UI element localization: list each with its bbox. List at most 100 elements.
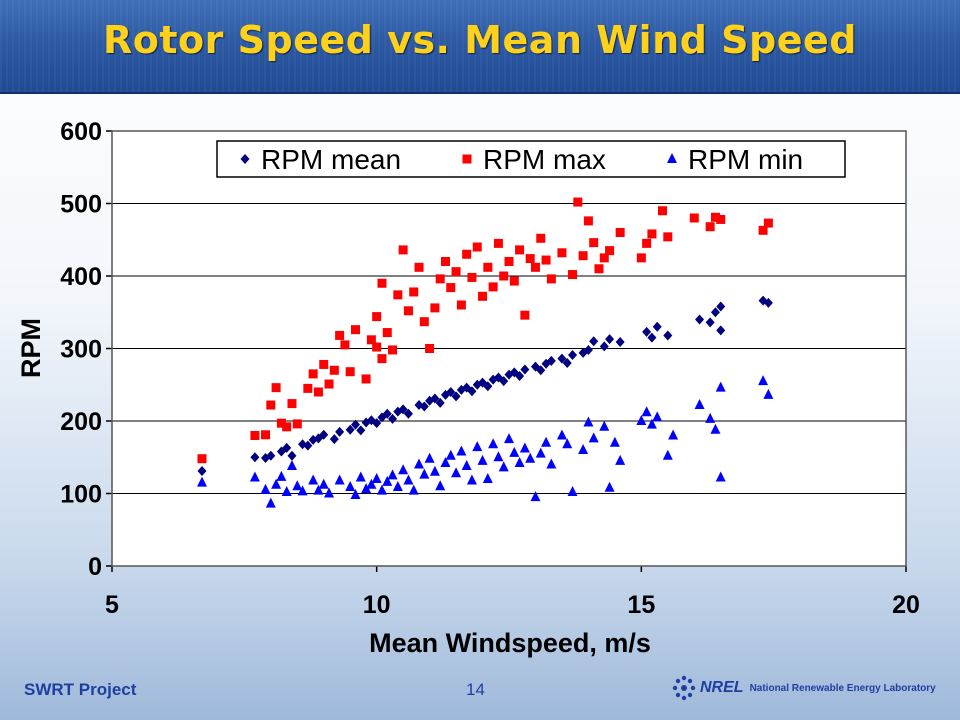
data-point xyxy=(249,471,260,482)
data-point xyxy=(716,301,726,312)
data-point xyxy=(372,342,382,352)
data-point xyxy=(266,400,276,410)
data-point xyxy=(276,470,287,481)
data-point xyxy=(615,228,625,237)
data-point xyxy=(705,222,715,232)
data-point xyxy=(615,336,625,347)
legend-entry: RPM mean xyxy=(240,144,401,175)
data-point xyxy=(589,238,599,248)
data-point xyxy=(477,454,488,465)
data-point xyxy=(482,473,493,483)
data-point xyxy=(377,278,387,288)
x-axis-label: Mean Windspeed, m/s xyxy=(369,628,651,658)
data-point xyxy=(271,383,281,393)
data-point xyxy=(520,364,530,375)
data-point xyxy=(562,438,573,449)
x-tick-label: 10 xyxy=(363,591,391,619)
data-point xyxy=(292,480,303,491)
data-point xyxy=(520,310,530,320)
data-point xyxy=(652,411,663,422)
data-point xyxy=(403,474,414,485)
data-point xyxy=(382,328,392,338)
data-point xyxy=(599,253,609,263)
data-point xyxy=(758,225,768,235)
data-point xyxy=(197,454,207,464)
data-point xyxy=(446,387,456,397)
data-point xyxy=(583,416,594,427)
data-point xyxy=(308,369,318,379)
data-point xyxy=(276,418,286,428)
data-point xyxy=(589,336,599,347)
data-point xyxy=(350,325,360,335)
data-point xyxy=(663,330,673,341)
data-point xyxy=(467,272,477,282)
data-point xyxy=(599,341,609,352)
legend-box xyxy=(216,140,846,178)
data-point xyxy=(197,466,207,477)
data-point xyxy=(286,459,297,470)
data-point xyxy=(250,452,260,463)
data-point xyxy=(658,206,668,216)
data-point xyxy=(546,355,556,366)
data-point xyxy=(435,480,446,491)
data-point xyxy=(530,262,540,272)
grid-lines xyxy=(112,130,906,566)
data-point xyxy=(483,262,493,272)
y-tick-label: 400 xyxy=(60,263,102,291)
data-point xyxy=(414,458,425,469)
legend: RPM mean RPM max RPM min xyxy=(216,140,846,178)
y-tick-label: 0 xyxy=(88,553,102,581)
data-point xyxy=(445,449,456,460)
series-rpm-min xyxy=(196,375,774,508)
data-point xyxy=(567,486,578,497)
data-point xyxy=(419,401,429,412)
data-point xyxy=(451,391,461,402)
data-point xyxy=(345,367,355,377)
data-point xyxy=(504,257,514,266)
data-point xyxy=(282,442,292,453)
data-point xyxy=(493,451,504,462)
data-point xyxy=(636,253,646,263)
y-tick-label: 600 xyxy=(60,118,102,146)
data-point xyxy=(525,254,535,264)
data-point xyxy=(398,404,408,415)
legend-label: RPM min xyxy=(688,144,803,175)
data-point xyxy=(763,388,774,399)
data-point xyxy=(266,450,276,461)
data-point xyxy=(642,326,652,337)
data-point xyxy=(297,485,308,496)
data-point xyxy=(318,478,329,489)
data-point xyxy=(509,276,519,286)
data-points xyxy=(196,197,774,508)
data-point xyxy=(430,303,440,313)
x-tick-label: 5 xyxy=(105,591,119,619)
data-point xyxy=(609,436,620,447)
data-point xyxy=(398,464,409,475)
data-point xyxy=(467,386,477,397)
data-point xyxy=(705,317,715,328)
data-point xyxy=(350,488,361,499)
data-point xyxy=(499,271,509,281)
x-tick-label: 20 xyxy=(892,591,920,619)
data-point xyxy=(646,418,657,429)
data-point xyxy=(393,290,403,300)
data-point xyxy=(668,429,679,440)
data-point xyxy=(478,291,488,301)
data-point xyxy=(265,497,276,508)
data-point xyxy=(535,447,546,458)
plot-border xyxy=(111,130,907,567)
slide-title: Rotor Speed vs. Mean Wind Speed xyxy=(103,18,857,62)
data-point xyxy=(763,218,773,228)
data-point xyxy=(515,245,525,255)
data-point xyxy=(647,332,657,343)
data-point xyxy=(499,376,509,387)
data-point xyxy=(361,374,371,384)
data-point xyxy=(446,283,456,293)
nrel-logo: NREL National Renewable Energy Laborator… xyxy=(670,674,936,702)
data-point xyxy=(715,471,726,482)
data-point xyxy=(303,440,313,451)
data-point xyxy=(319,429,329,440)
data-point xyxy=(440,457,451,468)
data-point xyxy=(493,238,503,248)
